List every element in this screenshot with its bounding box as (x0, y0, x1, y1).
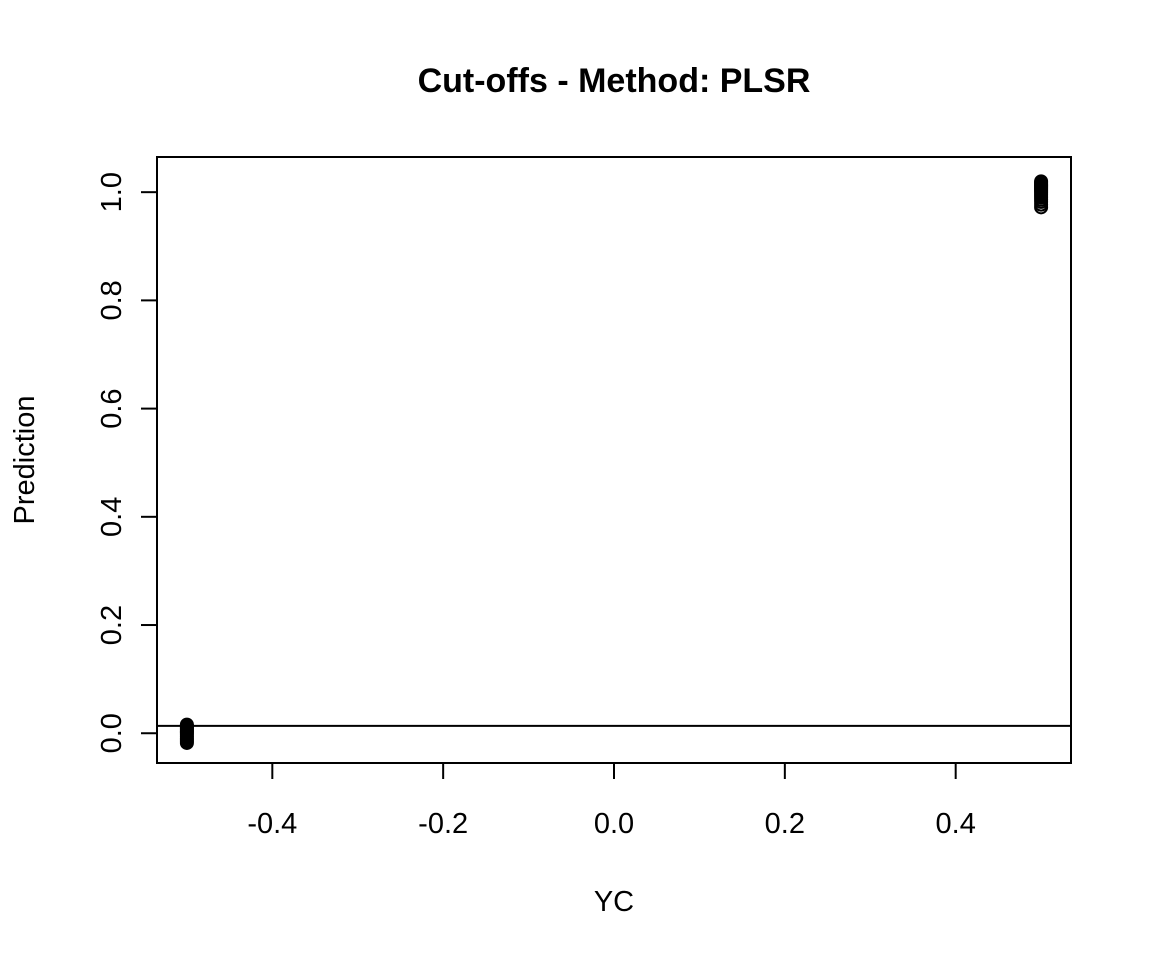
data-point (1034, 174, 1049, 189)
chart-title: Cut-offs - Method: PLSR (418, 62, 811, 100)
y-tick-label: 0.4 (96, 497, 128, 537)
y-tick-label: 0.2 (96, 605, 128, 645)
data-point (179, 717, 194, 732)
x-axis: -0.4 -0.2 0.0 0.2 0.4 (247, 762, 976, 840)
x-tick-label: 0.0 (594, 808, 634, 840)
x-tick-label: 0.4 (936, 808, 976, 840)
y-axis-label: Prediction (9, 396, 41, 525)
x-axis-label: YC (594, 886, 634, 918)
y-tick-label: 0.6 (96, 388, 128, 428)
plot-frame (156, 156, 1072, 764)
x-tick-label: 0.2 (765, 808, 805, 840)
x-tick-label: -0.4 (247, 808, 297, 840)
y-tick-label: 1.0 (96, 172, 128, 212)
y-tick-label: 0.8 (96, 280, 128, 320)
x-tick-label: -0.2 (418, 808, 468, 840)
data-points (179, 174, 1049, 750)
y-axis: 0.0 0.2 0.4 0.6 0.8 1.0 (96, 172, 158, 753)
y-tick-label: 0.0 (96, 713, 128, 753)
